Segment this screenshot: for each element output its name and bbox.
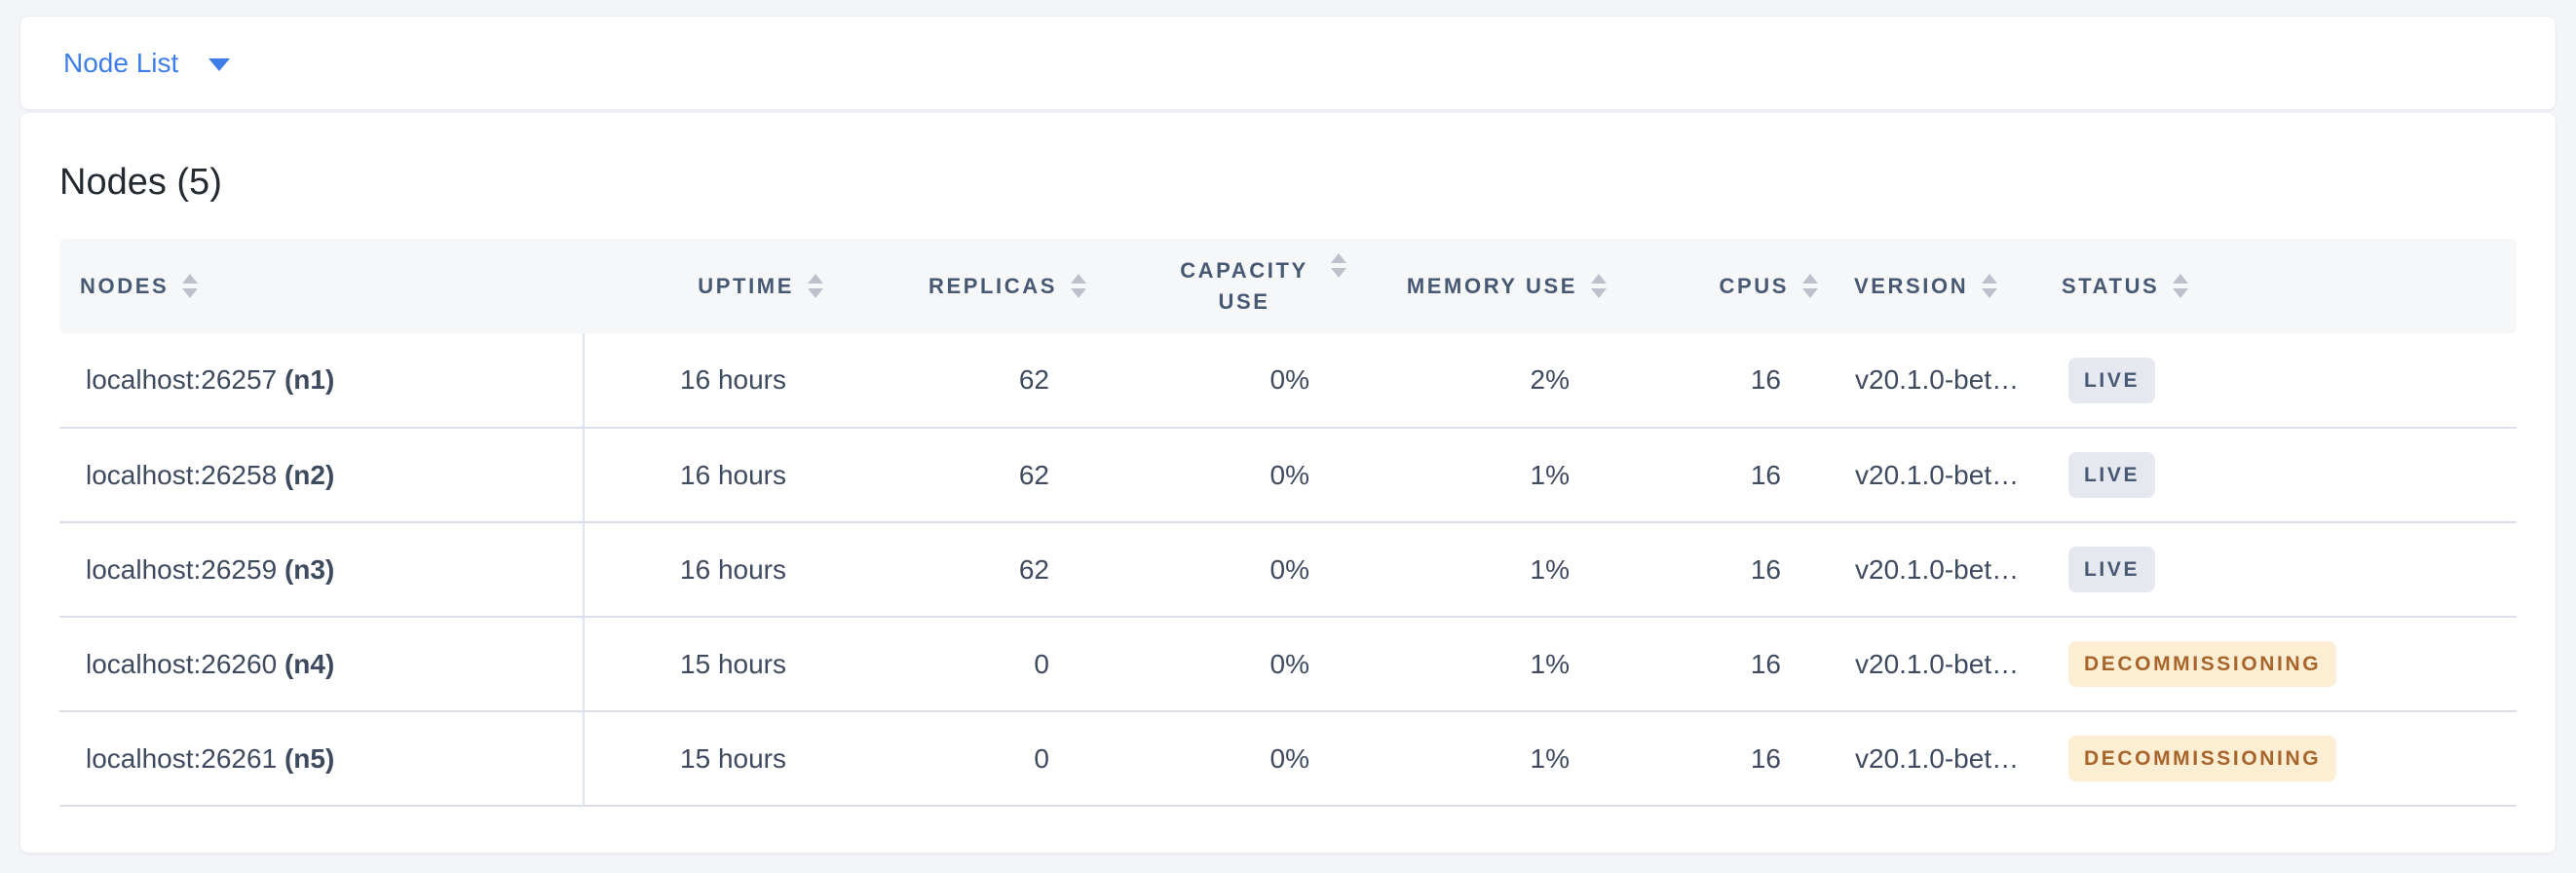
column-label: REPLICAS: [928, 273, 1057, 298]
node-address-cell: localhost:26258 (n2): [59, 428, 585, 523]
node-address-cell: localhost:26257 (n1): [59, 333, 585, 429]
status-badge: DECOMMISSIONING: [2068, 736, 2337, 781]
memory-use-cell: 1%: [1354, 711, 1614, 807]
view-selector-bar: Node List: [20, 17, 2556, 109]
status-badge: DECOMMISSIONING: [2068, 641, 2337, 687]
memory-use-cell: 1%: [1354, 617, 1614, 712]
sort-icon: [1331, 253, 1346, 278]
sort-icon: [808, 274, 823, 298]
version-cell: v20.1.0-bet…: [1826, 617, 2037, 712]
uptime-cell: 16 hours: [584, 333, 831, 429]
column-label: CAPACITY USE: [1180, 257, 1308, 314]
node-address-cell: localhost:26260 (n4): [59, 617, 585, 712]
status-badge: LIVE: [2068, 357, 2156, 403]
table-body: localhost:26257 (n1) 16 hours 62 0% 2% 1…: [59, 333, 2517, 807]
sort-icon: [182, 274, 199, 298]
replicas-cell: 62: [831, 522, 1094, 618]
replicas-cell: 0: [831, 711, 1094, 807]
version-cell: v20.1.0-bet…: [1826, 333, 2037, 429]
column-label: VERSION: [1854, 273, 1969, 298]
memory-use-cell: 2%: [1354, 333, 1614, 429]
column-header-version[interactable]: VERSION: [1826, 239, 2037, 333]
version-cell: v20.1.0-bet…: [1826, 428, 2037, 523]
capacity-use-cell: 0%: [1094, 711, 1354, 807]
node-id: (n5): [284, 742, 335, 774]
nodes-table: NODES UPTIME REPLICAS: [59, 239, 2517, 807]
column-header-nodes[interactable]: NODES: [59, 239, 584, 333]
page-title: Nodes (5): [59, 162, 222, 203]
node-id: (n2): [284, 459, 335, 490]
cpus-cell: 16: [1614, 617, 1826, 712]
capacity-use-cell: 0%: [1094, 522, 1354, 618]
table-row: localhost:26260 (n4) 15 hours 0 0% 1% 16…: [59, 617, 2517, 712]
page: Node List Nodes (5) NODES: [20, 17, 2556, 853]
column-label: STATUS: [2062, 273, 2160, 298]
status-cell: DECOMMISSIONING: [2037, 711, 2517, 807]
column-label: CPUS: [1719, 273, 1789, 298]
column-header-memory-use[interactable]: MEMORY USE: [1354, 239, 1614, 333]
status-cell: LIVE: [2037, 522, 2517, 618]
status-cell: DECOMMISSIONING: [2037, 617, 2517, 712]
status-badge: LIVE: [2068, 452, 2156, 498]
node-list-dropdown-label: Node List: [63, 47, 179, 78]
cpus-cell: 16: [1614, 711, 1826, 807]
capacity-use-cell: 0%: [1094, 428, 1354, 523]
column-header-status[interactable]: STATUS: [2037, 239, 2517, 333]
node-address-cell: localhost:26259 (n3): [59, 522, 585, 618]
node-address: localhost:26260: [86, 648, 278, 679]
table-row: localhost:26257 (n1) 16 hours 62 0% 2% 1…: [59, 333, 2517, 429]
header-row: NODES UPTIME REPLICAS: [59, 239, 2517, 333]
node-id: (n3): [284, 553, 335, 585]
uptime-cell: 16 hours: [584, 522, 831, 618]
memory-use-cell: 1%: [1354, 522, 1614, 618]
uptime-cell: 15 hours: [584, 711, 831, 807]
capacity-use-cell: 0%: [1094, 333, 1354, 429]
column-label: UPTIME: [698, 273, 794, 298]
table-row: localhost:26258 (n2) 16 hours 62 0% 1% 1…: [59, 428, 2517, 523]
capacity-use-cell: 0%: [1094, 617, 1354, 712]
column-header-uptime[interactable]: UPTIME: [584, 239, 831, 333]
sort-icon: [1591, 274, 1607, 298]
cpus-cell: 16: [1614, 428, 1826, 523]
node-id: (n4): [284, 648, 335, 679]
column-header-capacity-use[interactable]: CAPACITY USE: [1094, 239, 1354, 333]
uptime-cell: 16 hours: [584, 428, 831, 523]
node-address-cell: localhost:26261 (n5): [59, 711, 585, 807]
table-header: NODES UPTIME REPLICAS: [59, 239, 2517, 333]
table-row: localhost:26261 (n5) 15 hours 0 0% 1% 16…: [59, 711, 2517, 807]
node-list-dropdown[interactable]: Node List: [63, 47, 231, 78]
sort-icon: [1982, 274, 1998, 298]
node-id: (n1): [284, 364, 335, 395]
column-header-replicas[interactable]: REPLICAS: [831, 239, 1094, 333]
column-label: NODES: [80, 273, 170, 298]
replicas-cell: 62: [831, 333, 1094, 429]
replicas-cell: 62: [831, 428, 1094, 523]
status-cell: LIVE: [2037, 428, 2517, 523]
sort-icon: [1802, 274, 1818, 298]
sort-icon: [2173, 274, 2189, 298]
column-header-cpus[interactable]: CPUS: [1614, 239, 1826, 333]
node-address: localhost:26257: [86, 364, 278, 395]
replicas-cell: 0: [831, 617, 1094, 712]
status-cell: LIVE: [2037, 333, 2517, 429]
version-cell: v20.1.0-bet…: [1826, 711, 2037, 807]
node-address: localhost:26258: [86, 459, 278, 490]
column-label: MEMORY USE: [1406, 273, 1577, 298]
uptime-cell: 15 hours: [584, 617, 831, 712]
node-address: localhost:26259: [86, 553, 278, 585]
nodes-panel: Nodes (5) NODES UPTIME: [20, 113, 2556, 853]
node-address: localhost:26261: [86, 742, 278, 774]
status-badge: LIVE: [2068, 547, 2156, 592]
version-cell: v20.1.0-bet…: [1826, 522, 2037, 618]
memory-use-cell: 1%: [1354, 428, 1614, 523]
cpus-cell: 16: [1614, 522, 1826, 618]
cpus-cell: 16: [1614, 333, 1826, 429]
chevron-down-icon: [208, 58, 231, 71]
table-row: localhost:26259 (n3) 16 hours 62 0% 1% 1…: [59, 522, 2517, 618]
sort-icon: [1071, 274, 1086, 298]
